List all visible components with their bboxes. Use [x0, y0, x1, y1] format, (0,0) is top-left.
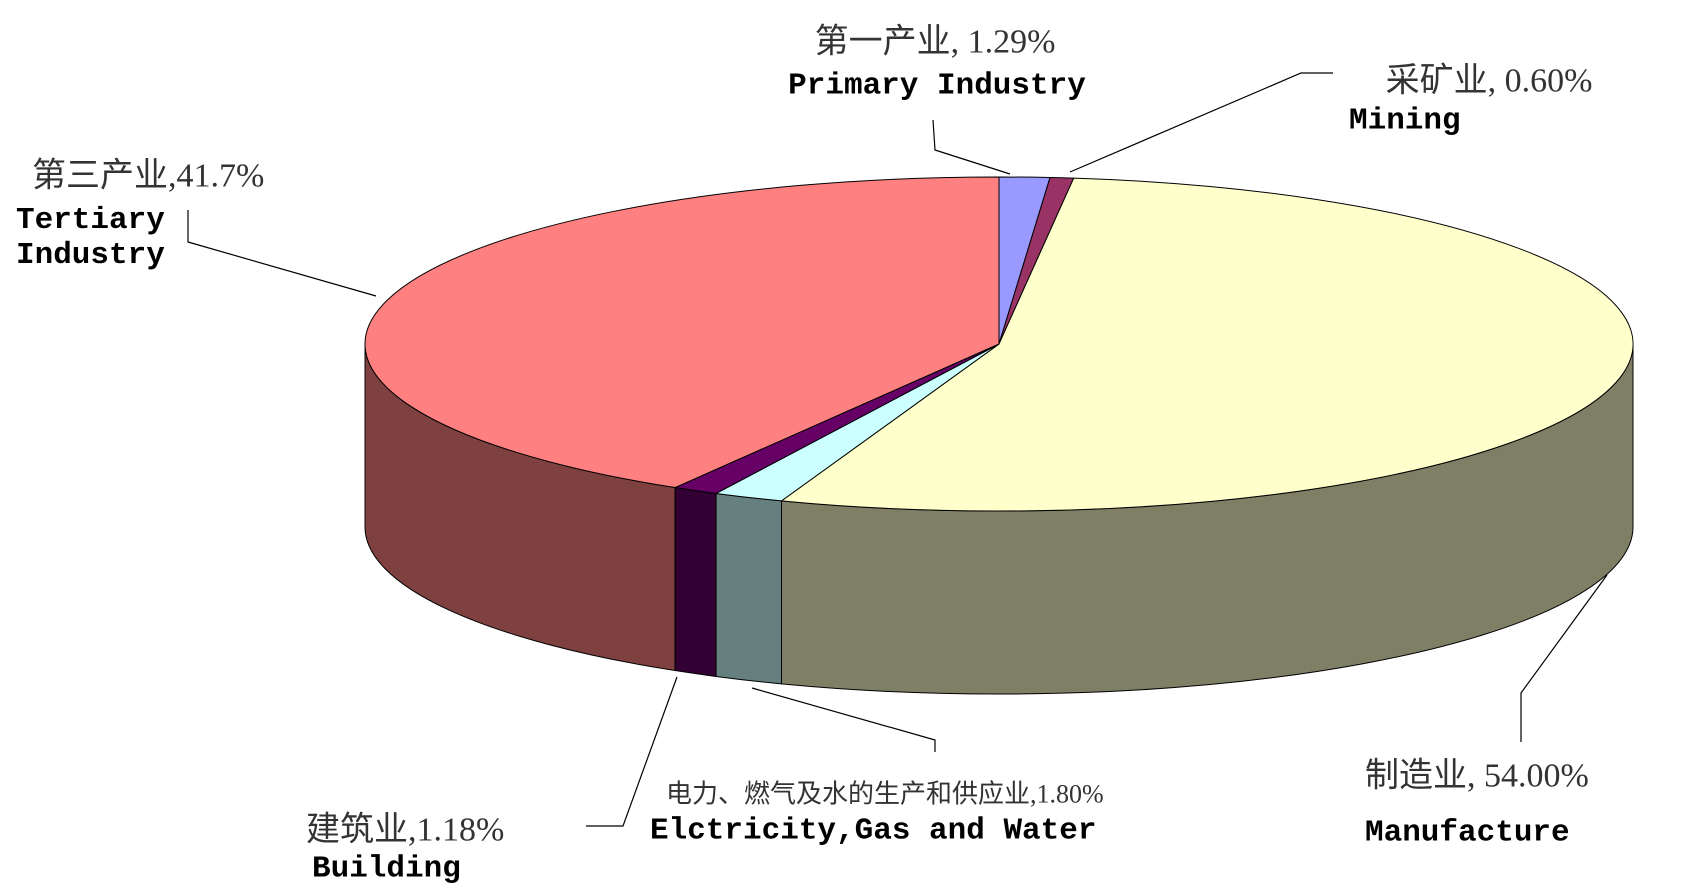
pie-slice	[780, 177, 1634, 512]
data-label: 电力、燃气及水的生产和供应业,1.80%	[666, 779, 1104, 809]
leader-line	[751, 687, 936, 752]
category-label: Building	[312, 851, 461, 886]
leader-line	[586, 676, 678, 827]
data-label: 建筑业,1.18%	[306, 811, 505, 849]
leader-line	[187, 210, 377, 297]
leader-line	[1069, 72, 1333, 173]
leader-line	[1520, 574, 1608, 742]
leader-line	[932, 119, 1011, 175]
data-label: 采矿业, 0.60%	[1385, 62, 1593, 100]
category-label: Mining	[1349, 103, 1461, 139]
pie-slice	[364, 176, 1000, 489]
data-label: 制造业, 54.00%	[1365, 757, 1589, 795]
pie-side	[715, 492, 782, 685]
data-label: 第一产业, 1.29%	[814, 23, 1056, 61]
category-label: Tertiary Industry	[16, 203, 165, 273]
data-label: 第三产业,41.7%	[32, 157, 265, 195]
pie-side	[674, 486, 717, 678]
category-label: Manufacture	[1365, 815, 1570, 851]
category-label: Primary Industry	[788, 68, 1086, 104]
category-label: Elctricity,Gas and Water	[650, 813, 1097, 849]
